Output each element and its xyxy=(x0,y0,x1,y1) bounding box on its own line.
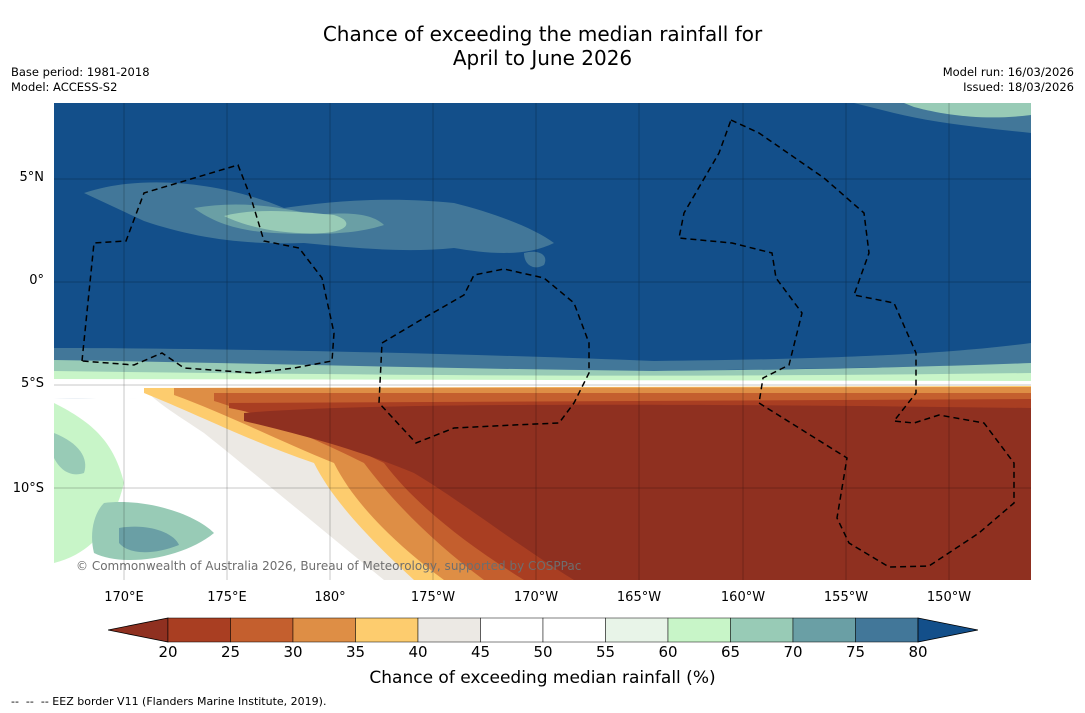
colorbar-segment xyxy=(730,617,794,643)
colorbar-tick-label: 35 xyxy=(345,643,366,661)
colorbar-tick-label: 60 xyxy=(658,643,678,661)
colorbar-tick-label: 30 xyxy=(283,643,303,661)
base-period: Base period: 1981-2018 xyxy=(11,65,150,79)
colorbar-tick-label: 55 xyxy=(595,643,616,661)
meta-right: Model run: 16/03/2026 Issued: 18/03/2026 xyxy=(943,65,1074,95)
colorbar-high-extend xyxy=(917,617,979,643)
colorbar-tick-label: 25 xyxy=(220,643,241,661)
lon-label-165w: 165°W xyxy=(616,590,662,605)
colorbar-segment xyxy=(542,617,606,643)
lon-label-170w: 170°W xyxy=(513,590,559,605)
colorbar-label: Chance of exceeding median rainfall (%) xyxy=(369,668,716,688)
colorbar-low-extend xyxy=(107,617,169,643)
colorbar-segment xyxy=(230,617,294,643)
model-name: Model: ACCESS-S2 xyxy=(11,80,118,94)
colorbar-tick-label: 70 xyxy=(783,643,803,661)
colorbar-tick-label: 65 xyxy=(720,643,741,661)
eez-legend: -- -- -- EEZ border V11 (Flanders Marine… xyxy=(11,695,327,708)
colorbar-segment xyxy=(792,617,856,643)
dry-core xyxy=(244,404,1031,580)
chart-title: Chance of exceeding the median rainfall … xyxy=(0,22,1085,70)
lat-label-5n: 5°N xyxy=(19,170,45,185)
colorbar-segment xyxy=(167,617,231,643)
lon-label-175w: 175°W xyxy=(410,590,456,605)
north-band-core xyxy=(224,210,347,234)
lon-label-170e: 170°E xyxy=(104,590,144,605)
colorbar-tick-label: 50 xyxy=(533,643,553,661)
map-credit: © Commonwealth of Australia 2026, Bureau… xyxy=(76,559,582,573)
model-run: Model run: 16/03/2026 xyxy=(942,65,1074,79)
eez-kiribati-gilbert xyxy=(81,164,335,374)
colorbar-segment xyxy=(855,617,919,643)
colorbar-tick-label: 75 xyxy=(845,643,866,661)
ne-band-core xyxy=(904,103,1031,118)
colorbar-segment xyxy=(605,617,669,643)
sw-wet-core xyxy=(119,526,179,553)
colorbar-tick-label: 45 xyxy=(470,643,491,661)
colorbar-tick-label: 20 xyxy=(158,643,178,661)
lon-label-160w: 160°W xyxy=(720,590,766,605)
sw-wet-patch-inner xyxy=(54,433,86,475)
meta-left: Base period: 1981-2018 Model: ACCESS-S2 xyxy=(11,65,150,95)
title-line-2: April to June 2026 xyxy=(452,46,633,70)
lon-label-180: 180° xyxy=(314,590,346,605)
eez-borders xyxy=(81,118,1015,568)
lat-label-10s: 10°S xyxy=(12,481,44,496)
rainfall-map[interactable] xyxy=(54,103,1031,580)
rainfall-map-svg xyxy=(54,103,1031,580)
graticule xyxy=(54,103,1031,580)
colorbar-tick-label: 40 xyxy=(408,643,428,661)
colorbar xyxy=(107,616,979,648)
colorbar-svg xyxy=(107,617,979,643)
colorbar-segment xyxy=(667,617,731,643)
lon-label-150w: 150°W xyxy=(926,590,972,605)
colorbar-segment xyxy=(417,617,481,643)
colorbar-tick-label: 80 xyxy=(908,643,928,661)
lon-label-175e: 175°E xyxy=(207,590,247,605)
colorbar-segment xyxy=(480,617,544,643)
title-line-1: Chance of exceeding the median rainfall … xyxy=(322,22,763,46)
eez-phoenix xyxy=(378,268,590,444)
issued-date: Issued: 18/03/2026 xyxy=(963,80,1074,94)
colorbar-segment xyxy=(355,617,419,643)
lat-label-5s: 5°S xyxy=(20,376,44,391)
colorbar-segment xyxy=(292,617,356,643)
lon-label-155w: 155°W xyxy=(823,590,869,605)
lat-label-0: 0° xyxy=(29,273,44,288)
eez-line-islands xyxy=(678,118,1015,568)
north-band-blob xyxy=(524,251,546,268)
